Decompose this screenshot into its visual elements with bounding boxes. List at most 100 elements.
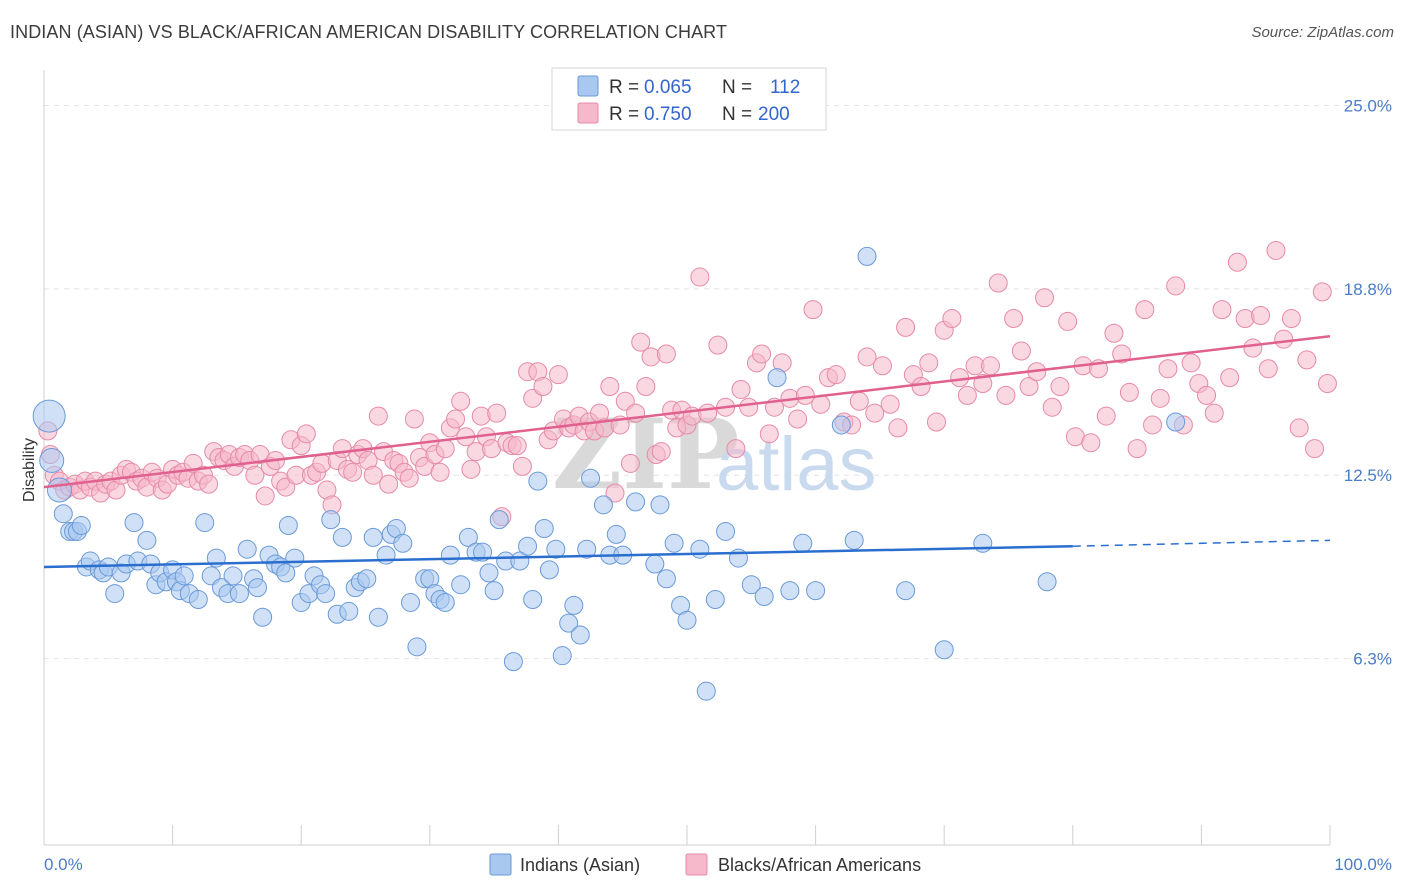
blue-point-57 <box>357 569 377 589</box>
bottom-legend-swatch-pink <box>685 853 708 876</box>
pink-point-92 <box>507 436 527 456</box>
blue-point-73 <box>458 527 478 547</box>
bottom-legend: Indians (Asian) Blacks/African Americans <box>489 853 921 876</box>
y-tick-label-0: 6.3% <box>1353 650 1392 669</box>
blue-point-53 <box>332 527 352 547</box>
top-legend: R = 0.065 N = 112 R = 0.750 N = 200 <box>551 67 827 131</box>
blue-point-101 <box>656 569 676 589</box>
pink-point-158 <box>926 412 946 432</box>
pink-point-78 <box>435 439 455 459</box>
blue-point-1 <box>39 447 65 473</box>
blue-point-75 <box>473 542 493 562</box>
blue-point-16 <box>124 513 144 533</box>
pink-point-178 <box>1081 433 1101 453</box>
blue-point-35 <box>229 584 249 604</box>
pink-point-32 <box>199 474 219 494</box>
blue-point-82 <box>518 536 538 556</box>
pink-point-174 <box>1050 377 1070 397</box>
blue-point-102 <box>664 533 684 553</box>
pink-point-132 <box>731 379 751 399</box>
chart-title: INDIAN (ASIAN) VS BLACK/AFRICAN AMERICAN… <box>10 22 728 42</box>
pink-point-120 <box>651 442 671 462</box>
pink-point-100 <box>548 365 568 385</box>
pink-point-129 <box>708 335 728 355</box>
blue-point-58 <box>363 527 383 547</box>
blue-point-89 <box>559 613 579 633</box>
pink-point-77 <box>430 462 450 482</box>
blue-point-3 <box>53 504 73 524</box>
pink-point-168 <box>1004 308 1024 328</box>
pink-point-183 <box>1119 382 1139 402</box>
pink-point-206 <box>1297 350 1317 370</box>
pink-point-197 <box>1227 252 1247 272</box>
blue-point-64 <box>401 592 421 612</box>
blue-point-26 <box>174 566 194 586</box>
blue-point-92 <box>577 539 597 559</box>
blue-point-76 <box>479 563 499 583</box>
blue-point-91 <box>570 625 590 645</box>
blue-point-28 <box>188 589 208 609</box>
trend-layer <box>43 334 1331 569</box>
pink-point-154 <box>896 317 916 337</box>
pink-point-54 <box>312 453 332 473</box>
blue-trend-line <box>43 544 1073 569</box>
blue-point-29 <box>195 513 215 533</box>
pink-point-167 <box>996 385 1016 405</box>
pink-point-133 <box>739 397 759 417</box>
pink-point-196 <box>1220 368 1240 388</box>
blue-point-107 <box>705 589 725 609</box>
blue-point-98 <box>626 492 646 512</box>
blue-point-96 <box>606 524 626 544</box>
pink-point-51 <box>296 424 316 444</box>
pink-point-203 <box>1274 329 1294 349</box>
blue-point-2 <box>46 477 72 503</box>
pink-point-165 <box>980 356 1000 376</box>
blue-point-51 <box>321 510 341 530</box>
pink-point-194 <box>1204 403 1224 423</box>
pink-point-191 <box>1181 353 1201 373</box>
pink-point-207 <box>1305 439 1325 459</box>
pink-point-114 <box>620 453 640 473</box>
blue-point-113 <box>780 581 800 601</box>
pink-point-175 <box>1058 311 1078 331</box>
pink-point-172 <box>1035 288 1055 308</box>
blue-point-111 <box>754 587 774 607</box>
pink-point-65 <box>368 406 388 426</box>
blue-point-120 <box>934 640 954 660</box>
blue-point-63 <box>393 533 413 553</box>
pink-point-182 <box>1112 344 1132 364</box>
pink-point-162 <box>957 385 977 405</box>
bottom-legend-swatch-blue <box>489 853 512 876</box>
blue-point-7 <box>71 516 91 536</box>
legend-n-value-pink: 200 <box>758 104 790 125</box>
pink-point-156 <box>911 377 931 397</box>
pink-point-150 <box>865 403 885 423</box>
watermark-atlas: atlas <box>716 422 877 507</box>
pink-trend-line <box>43 334 1331 489</box>
blue-point-39 <box>253 607 273 627</box>
pink-point-200 <box>1251 306 1271 326</box>
bottom-legend-label-pink: Blacks/African Americans <box>718 855 921 875</box>
pink-point-136 <box>759 424 779 444</box>
pink-point-157 <box>919 353 939 373</box>
pink-point-180 <box>1096 406 1116 426</box>
blue-point-87 <box>546 539 566 559</box>
blue-point-114 <box>793 533 813 553</box>
blue-point-54 <box>339 601 359 621</box>
y-axis-label: Disability <box>21 438 38 502</box>
y-tick-label-1: 12.5% <box>1344 466 1392 485</box>
blue-point-85 <box>534 518 554 538</box>
blue-point-70 <box>435 592 455 612</box>
pink-point-205 <box>1289 418 1309 438</box>
pink-point-145 <box>826 365 846 385</box>
blue-point-118 <box>857 246 877 266</box>
blue-point-36 <box>237 539 257 559</box>
pink-point-71 <box>399 468 419 488</box>
pink-point-187 <box>1150 388 1170 408</box>
pink-point-188 <box>1158 359 1178 379</box>
y-tick-labels: 6.3% 12.5% 18.8% 25.0% <box>1344 96 1392 668</box>
pink-point-127 <box>690 267 710 287</box>
pink-point-41 <box>245 465 265 485</box>
blue-point-106 <box>696 681 716 701</box>
pink-point-148 <box>849 391 869 411</box>
